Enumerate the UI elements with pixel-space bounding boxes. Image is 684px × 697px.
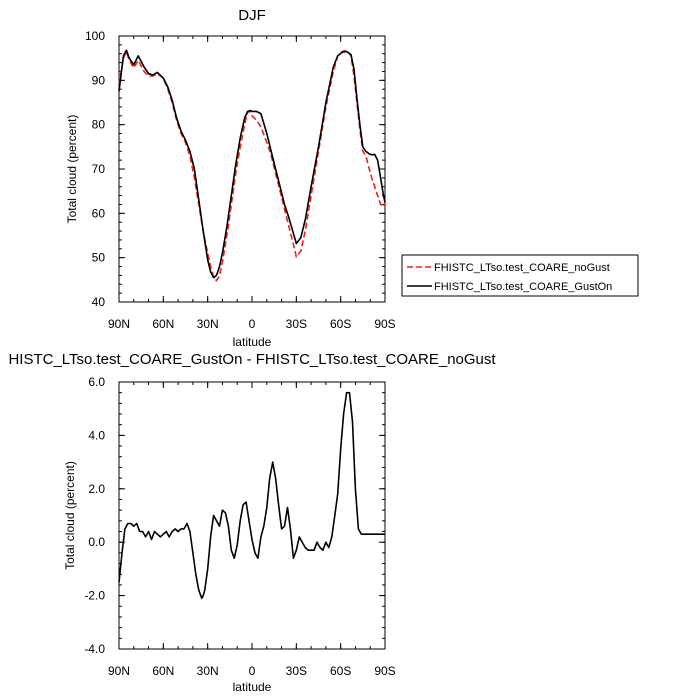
chart-title: DJF [238, 7, 266, 24]
chart-title: HISTC_LTso.test_COARE_GustOn - FHISTC_LT… [8, 351, 496, 368]
x-tick-label: 30S [286, 317, 307, 331]
x-tick-label: 90S [374, 317, 395, 331]
y-tick-label: 4.0 [88, 428, 105, 442]
x-tick-label: 30N [197, 317, 219, 331]
x-tick-label: 60S [330, 317, 351, 331]
x-tick-label: 90N [108, 317, 130, 331]
y-tick-label: 50 [92, 251, 106, 265]
plot-frame [118, 35, 386, 303]
x-axis-label: latitude [233, 335, 272, 349]
y-tick-label: 60 [92, 206, 106, 220]
legend-entry-1: FHISTC_LTso.test_COARE_GustOn [434, 281, 612, 293]
series-line-1 [118, 49, 386, 279]
legend-entry-0: FHISTC_LTso.test_COARE_noGust [434, 262, 610, 274]
top-chart-panel: DJF 90N 60N 30N 0 30S 60S 90S 40 50 60 70 80 90 100 lat… [65, 7, 396, 349]
y-axis-label: Total cloud (percent) [65, 115, 79, 224]
y-tick-label: 40 [92, 295, 106, 309]
plot-frame [118, 381, 386, 650]
y-tick-label: 6.0 [88, 375, 105, 389]
x-tick-label: 90N [108, 664, 130, 678]
legend-box [401, 254, 639, 297]
x-tick-label: 30S [286, 664, 307, 678]
x-tick-label: 60N [152, 664, 174, 678]
x-tick-label: 60S [330, 664, 351, 678]
y-tick-label: 100 [85, 29, 105, 43]
x-tick-label: 0 [249, 664, 256, 678]
y-tick-label: 90 [92, 73, 106, 87]
y-tick-label: 0.0 [88, 535, 105, 549]
series-line-0 [118, 49, 386, 282]
y-tick-label: 2.0 [88, 482, 105, 496]
y-tick-label: -2.0 [84, 589, 105, 603]
x-tick-label: 30N [197, 664, 219, 678]
x-tick-label: 60N [152, 317, 174, 331]
y-tick-label: 70 [92, 162, 106, 176]
x-tick-label: 90S [374, 664, 395, 678]
y-tick-label: -4.0 [84, 642, 105, 656]
y-axis-label: Total cloud (percent) [63, 461, 77, 570]
x-axis-label: latitude [233, 680, 272, 694]
series-line-0 [118, 391, 385, 600]
y-tick-label: 80 [92, 118, 106, 132]
legend: FHISTC_LTso.test_COARE_noGust FHISTC_LTso… [401, 254, 639, 297]
bottom-chart-panel: HISTC_LTso.test_COARE_GustOn - FHISTC_LT… [8, 351, 496, 694]
x-tick-label: 0 [249, 317, 256, 331]
